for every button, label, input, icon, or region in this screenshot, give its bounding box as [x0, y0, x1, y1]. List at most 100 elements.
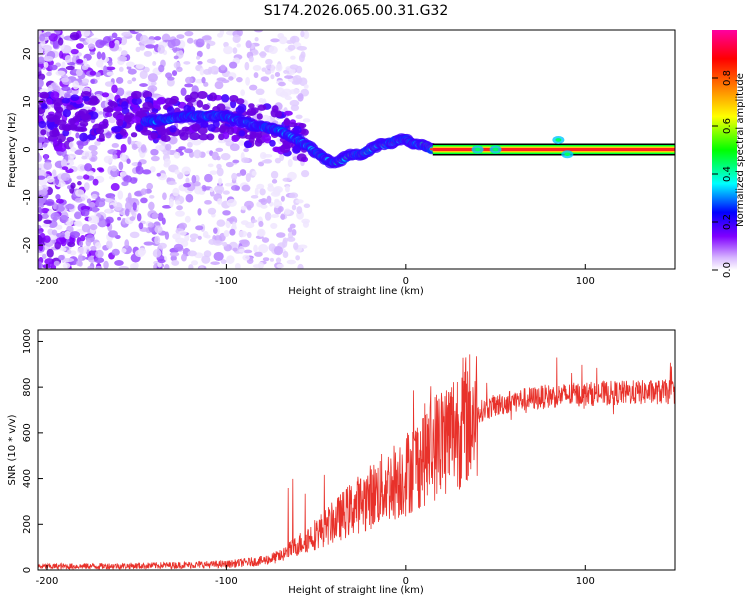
heatmap-cell — [105, 208, 112, 214]
colorbar-tick-label: 0.8 — [722, 70, 733, 86]
heatmap-x-ticks: -200 -100 0 100 — [36, 264, 595, 287]
heatmap-cell — [275, 63, 283, 72]
heatmap-cell — [270, 64, 275, 74]
heatmap-cell — [52, 97, 64, 106]
heatmap-cell — [68, 141, 75, 149]
heatmap-cell — [171, 70, 178, 77]
heatmap-cell — [103, 260, 109, 269]
heatmap-cell — [74, 149, 85, 155]
heatmap-cell — [78, 85, 84, 92]
heatmap-cell — [239, 169, 247, 176]
heatmap-cell — [170, 255, 177, 262]
heatmap-cell — [271, 179, 278, 184]
heatmap-cell — [258, 220, 264, 228]
heatmap-cell — [261, 134, 272, 142]
heatmap-cell — [226, 217, 235, 222]
heatmap-cell — [253, 30, 264, 33]
heatmap-cell — [63, 125, 72, 132]
snr-plot-area — [38, 330, 675, 570]
heatmap-cell — [207, 66, 213, 75]
heatmap-cell — [262, 257, 270, 262]
heatmap-cell — [298, 54, 305, 63]
heatmap-cell — [270, 74, 275, 80]
heatmap-cell — [201, 35, 212, 41]
heatmap-cell — [224, 182, 233, 187]
heatmap-cell — [127, 68, 137, 75]
heatmap-cell — [228, 76, 234, 81]
heatmap-cell — [290, 55, 296, 60]
heatmap-cell — [169, 125, 177, 133]
heatmap-cell — [76, 175, 84, 180]
colorbar-ticks: 0.0 0.2 0.4 0.6 0.8 — [712, 70, 733, 278]
heatmap-cell — [204, 173, 213, 183]
heatmap-cell — [109, 102, 119, 108]
heatmap-cell — [192, 139, 202, 146]
heatmap-cell — [115, 77, 124, 84]
heatmap-cell — [61, 86, 71, 92]
heatmap-cell — [287, 227, 293, 233]
heatmap-cell — [41, 223, 50, 228]
heatmap-cell — [65, 203, 75, 210]
heatmap-cell — [120, 50, 128, 57]
heatmap-cell — [162, 204, 172, 209]
heatmap-cell — [119, 171, 127, 177]
heatmap-cell — [48, 33, 58, 42]
heatmap-cell — [300, 30, 305, 38]
heatmap-cell — [234, 186, 240, 191]
heatmap-cell — [265, 64, 272, 70]
heatmap-cell — [296, 206, 303, 215]
heatmap-cell — [44, 258, 55, 265]
heatmap-cell — [187, 250, 197, 257]
heatmap-cell — [120, 143, 127, 153]
heatmap-cell — [83, 182, 90, 191]
heatmap-cell — [76, 58, 84, 64]
heatmap-cell — [108, 40, 115, 49]
heatmap-cell — [129, 231, 140, 239]
heatmap-cell — [55, 203, 66, 212]
heatmap-cell — [245, 40, 252, 49]
heatmap-cell — [89, 223, 98, 231]
heatmap-cell — [55, 30, 61, 35]
heatmap-cell — [62, 262, 71, 269]
y-tick-label: 400 — [22, 469, 33, 488]
heatmap-cell — [46, 175, 55, 183]
heatmap-cell — [274, 71, 281, 77]
heatmap-cell — [199, 67, 205, 76]
heatmap-cell — [229, 61, 238, 69]
heatmap-cell — [145, 39, 156, 45]
heatmap-cell — [111, 32, 118, 39]
heatmap-cell — [222, 131, 230, 140]
heatmap-cell — [178, 222, 188, 230]
heatmap-cell — [95, 39, 105, 49]
heatmap-cell — [189, 132, 201, 141]
heatmap-cell — [95, 249, 104, 259]
chart-title: S174.2026.065.00.31.G32 — [264, 3, 449, 19]
heatmap-cell — [232, 247, 238, 252]
heatmap-cell — [168, 136, 178, 145]
heatmap-cell — [96, 59, 104, 68]
heatmap-cell — [266, 195, 272, 204]
heatmap-cell — [66, 104, 74, 111]
heatmap-cell — [248, 136, 255, 144]
heatmap-cell — [83, 58, 88, 67]
heatmap-cell — [173, 151, 181, 159]
heatmap-cell — [61, 247, 67, 252]
heatmap-cell — [38, 185, 44, 191]
heatmap-cell — [234, 262, 241, 269]
heatmap-cell — [151, 212, 159, 220]
heatmap-cell — [197, 208, 202, 216]
heatmap-cell — [232, 159, 240, 164]
heatmap-cell — [250, 107, 259, 114]
heatmap-cell — [295, 114, 303, 119]
heatmap-cell — [254, 187, 259, 197]
heatmap-cell — [296, 45, 308, 51]
heatmap-cell — [155, 144, 165, 151]
heatmap-cell — [270, 38, 280, 43]
heatmap-cell — [209, 170, 218, 175]
heatmap-cell — [147, 222, 155, 228]
heatmap-cell — [130, 263, 137, 269]
heatmap-cell — [184, 148, 193, 154]
heatmap-cell — [143, 50, 153, 57]
heatmap-cell — [273, 246, 283, 256]
heatmap-cell — [140, 197, 148, 204]
